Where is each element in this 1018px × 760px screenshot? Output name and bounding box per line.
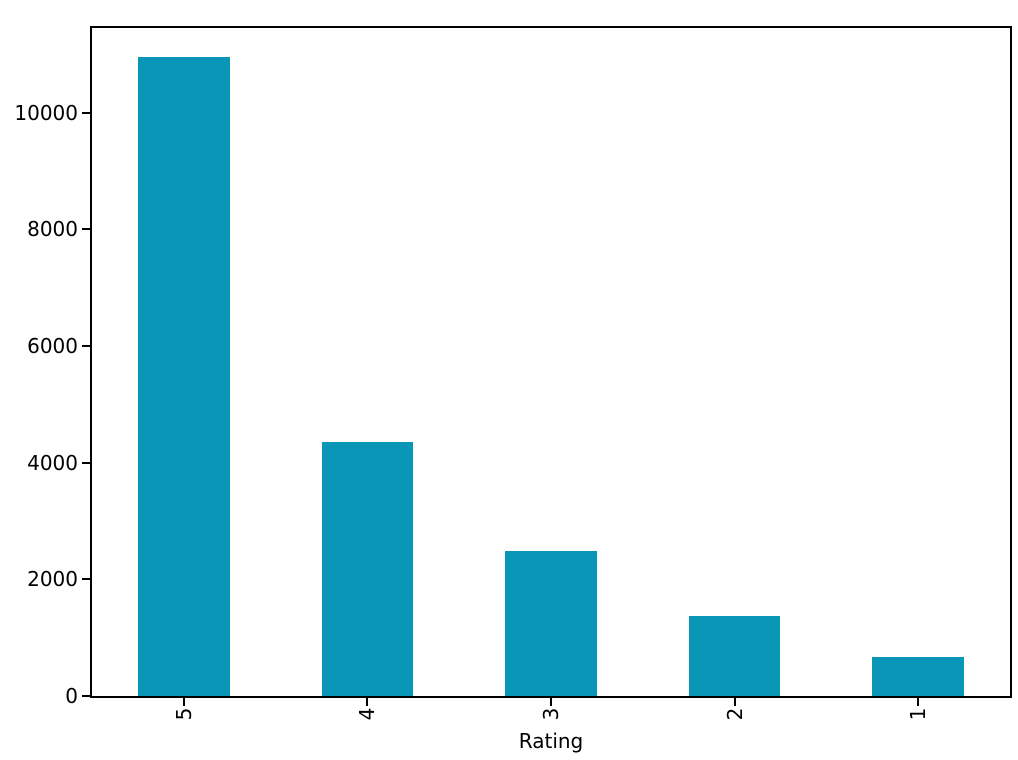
y-axis-tick-label: 2000 [27, 567, 78, 592]
y-axis-tick [82, 111, 90, 114]
x-axis-tick-label: 1 [906, 707, 931, 721]
y-axis-tick [82, 695, 90, 697]
y-axis-tick [82, 344, 90, 347]
x-axis-tick-label: 2 [722, 707, 747, 721]
bar-rating-5 [137, 57, 230, 696]
x-axis-tick [733, 698, 736, 706]
x-axis-tick [182, 698, 185, 706]
bar-rating-1 [872, 656, 965, 696]
bar-rating-3 [505, 551, 597, 696]
y-axis-tick-label: 4000 [27, 450, 78, 475]
y-axis-tick-label: 6000 [27, 333, 78, 358]
plot-area: 0 2000 4000 6000 8000 10000 5 4 3 2 1 [14, 26, 1012, 720]
x-axis-tick [917, 698, 920, 706]
y-axis-tick-label: 0 [65, 684, 78, 708]
x-axis-tick-label: 3 [539, 707, 563, 721]
bar-rating-2 [688, 616, 781, 696]
y-axis-tick-label: 10000 [14, 100, 78, 125]
bar-rating-4 [321, 442, 414, 696]
y-axis-tick [82, 228, 90, 231]
x-axis-tick-label: 4 [355, 707, 380, 721]
x-axis-tick [366, 698, 369, 706]
x-axis-label: Rating [518, 729, 584, 753]
y-axis-tick-label: 8000 [27, 217, 78, 242]
y-axis-tick [82, 461, 90, 464]
y-axis-tick [82, 578, 90, 581]
x-axis-tick-label: 5 [171, 707, 196, 721]
x-axis-tick [550, 698, 552, 706]
